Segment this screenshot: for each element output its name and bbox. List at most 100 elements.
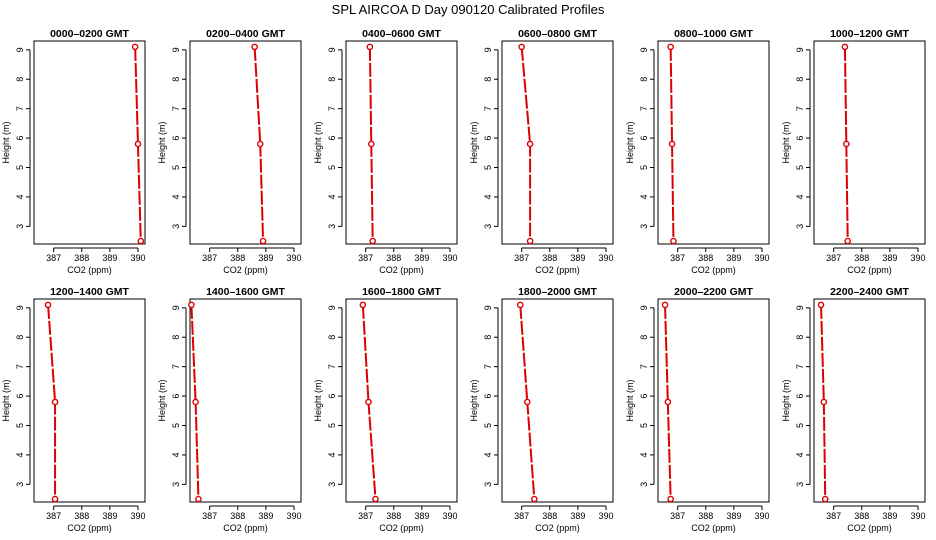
x-axis-label: CO2 (ppm) (535, 523, 580, 533)
y-tick-label: 6 (15, 394, 25, 399)
y-tick-label: 6 (483, 394, 493, 399)
x-tick-label: 390 (130, 511, 145, 521)
panel-title: 0200–0400 GMT (206, 28, 285, 40)
y-tick-label: 8 (795, 335, 805, 340)
x-axis-label: CO2 (ppm) (691, 265, 736, 275)
data-point (667, 495, 674, 503)
y-tick-label: 5 (795, 165, 805, 170)
data-point (367, 140, 375, 148)
x-axis-label: CO2 (ppm) (379, 265, 424, 275)
x-tick-label: 390 (754, 253, 769, 263)
data-point (359, 301, 367, 309)
y-tick-label: 7 (483, 106, 493, 111)
data-point (369, 237, 376, 245)
x-tick-label: 389 (882, 253, 897, 263)
y-tick-label: 7 (483, 364, 493, 369)
y-tick-label: 5 (171, 423, 181, 428)
panel-6: 1200–1400 GMT 387 388 389 390 CO2 (ppm) 3 4 5 6 7 8… (1, 286, 146, 533)
y-tick-label: 3 (327, 224, 337, 229)
data-point (366, 43, 374, 51)
x-axis-label: CO2 (ppm) (535, 265, 580, 275)
y-tick-label: 8 (327, 335, 337, 340)
x-tick-label: 389 (102, 253, 117, 263)
y-tick-label: 9 (15, 305, 25, 310)
panel-title: 1200–1400 GMT (50, 286, 129, 298)
y-axis-label: Height (m) (625, 379, 635, 421)
panel-title: 1000–1200 GMT (830, 28, 909, 40)
x-tick-label: 387 (826, 253, 841, 263)
x-tick-label: 389 (726, 511, 741, 521)
x-tick-label: 389 (726, 253, 741, 263)
panel-title: 0600–0800 GMT (518, 28, 597, 40)
x-tick-label: 389 (882, 511, 897, 521)
y-tick-label: 3 (483, 482, 493, 487)
x-tick-label: 390 (754, 511, 769, 521)
panel-9: 1800–2000 GMT 387 388 389 390 CO2 (ppm) 3 4 5 6 7 8… (469, 286, 614, 533)
x-tick-label: 390 (598, 511, 613, 521)
data-point (531, 495, 538, 503)
data-point (820, 398, 828, 406)
y-axis-label: Height (m) (313, 379, 323, 421)
y-tick-label: 5 (15, 423, 25, 428)
x-tick-label: 389 (102, 511, 117, 521)
data-point (365, 398, 372, 406)
x-tick-label: 390 (286, 511, 301, 521)
x-tick-label: 388 (74, 511, 89, 521)
figure-title: SPL AIRCOA D Day 090120 Calibrated Profi… (332, 2, 605, 17)
panel-11: 2200–2400 GMT 387 388 389 390 CO2 (ppm) 3 4 5 6 7 8… (781, 286, 926, 533)
x-tick-label: 387 (358, 511, 373, 521)
x-tick-label: 388 (542, 511, 557, 521)
x-tick-label: 388 (230, 511, 245, 521)
y-tick-label: 8 (15, 335, 25, 340)
x-tick-label: 387 (202, 511, 217, 521)
panel-5: 1000–1200 GMT 387 388 389 390 CO2 (ppm) 3 4 5 6 7 8… (781, 28, 926, 275)
x-tick-label: 389 (414, 253, 429, 263)
x-tick-label: 387 (46, 511, 61, 521)
y-axis-label: Height (m) (313, 121, 323, 163)
panel-title: 0800–1000 GMT (674, 28, 753, 40)
y-tick-label: 6 (639, 136, 649, 141)
x-tick-label: 388 (854, 511, 869, 521)
x-tick-label: 387 (202, 253, 217, 263)
data-point (192, 398, 199, 406)
y-tick-label: 3 (639, 482, 649, 487)
y-tick-label: 4 (327, 452, 337, 457)
plot-frame (657, 40, 770, 245)
y-tick-label: 3 (639, 224, 649, 229)
y-tick-label: 5 (483, 423, 493, 428)
panel-title: 0400–0600 GMT (362, 28, 441, 40)
data-point (256, 140, 264, 148)
y-tick-label: 6 (639, 394, 649, 399)
y-tick-label: 4 (795, 194, 805, 199)
data-point (134, 140, 142, 148)
plot-frame (33, 298, 146, 503)
panel-4: 0800–1000 GMT 387 388 389 390 CO2 (ppm) 3 4 5 6 7 8… (625, 28, 770, 275)
x-axis-label: CO2 (ppm) (223, 523, 268, 533)
data-point (841, 43, 849, 51)
data-point (523, 398, 531, 406)
y-tick-label: 9 (483, 47, 493, 52)
data-point (195, 495, 202, 503)
y-axis-label: Height (m) (469, 379, 479, 421)
y-tick-label: 5 (327, 423, 337, 428)
y-axis-label: Height (m) (157, 121, 167, 163)
y-tick-label: 5 (171, 165, 181, 170)
y-tick-label: 7 (171, 364, 181, 369)
y-tick-label: 8 (639, 335, 649, 340)
x-tick-label: 388 (230, 253, 245, 263)
y-axis-label: Height (m) (781, 379, 791, 421)
y-tick-label: 7 (639, 106, 649, 111)
y-tick-label: 5 (327, 165, 337, 170)
y-tick-label: 6 (15, 136, 25, 141)
y-tick-label: 9 (171, 47, 181, 52)
plot-frame (813, 40, 926, 245)
y-tick-label: 4 (327, 194, 337, 199)
y-tick-label: 6 (171, 394, 181, 399)
data-point (44, 301, 52, 309)
x-tick-label: 388 (386, 511, 401, 521)
y-tick-label: 4 (15, 452, 25, 457)
plot-frame (657, 298, 770, 503)
y-tick-label: 3 (15, 482, 25, 487)
x-tick-label: 387 (670, 253, 685, 263)
x-tick-label: 389 (414, 511, 429, 521)
